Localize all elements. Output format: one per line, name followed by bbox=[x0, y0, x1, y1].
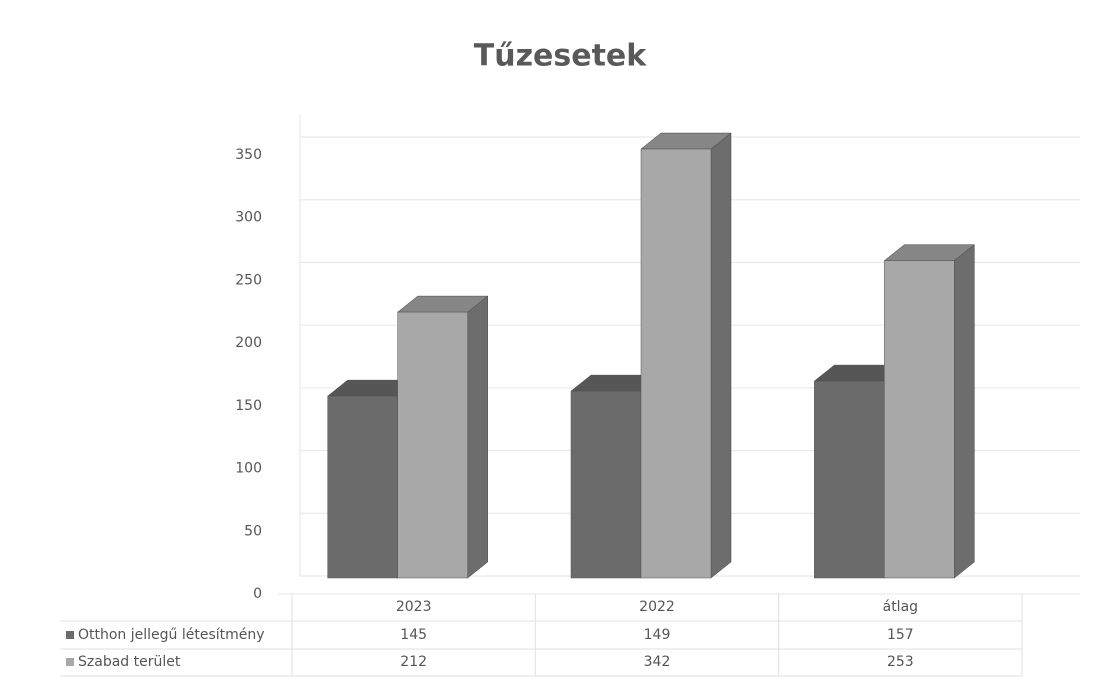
y-tick-label: 350 bbox=[235, 147, 262, 163]
bar-side bbox=[710, 132, 732, 579]
x-tick-label: átlag bbox=[883, 599, 918, 615]
bar-side bbox=[467, 295, 488, 579]
bar-front bbox=[640, 148, 712, 579]
bar bbox=[640, 132, 732, 579]
table-value: 149 bbox=[644, 627, 671, 643]
y-tick-label: 0 bbox=[253, 586, 262, 602]
y-tick-label: 50 bbox=[244, 523, 262, 539]
bar-front bbox=[814, 380, 885, 579]
y-tick-label: 100 bbox=[235, 461, 262, 477]
x-tick-label: 2022 bbox=[639, 599, 675, 615]
bar-front bbox=[327, 395, 398, 579]
legend-key bbox=[66, 658, 74, 666]
y-tick-label: 150 bbox=[235, 398, 262, 414]
chart-title: Tűzesetek bbox=[474, 39, 648, 74]
y-tick-label: 200 bbox=[235, 335, 262, 351]
x-tick-label: 2023 bbox=[396, 599, 432, 615]
y-tick-label: 300 bbox=[235, 210, 262, 226]
bar bbox=[396, 295, 489, 579]
legend-key bbox=[66, 631, 74, 639]
bar-front bbox=[397, 311, 468, 579]
legend-label: Szabad terület bbox=[78, 654, 181, 670]
bar-front bbox=[884, 260, 955, 579]
bar-side bbox=[954, 244, 975, 579]
table-value: 212 bbox=[400, 654, 427, 670]
bar-front bbox=[570, 390, 642, 579]
table-value: 342 bbox=[644, 654, 671, 670]
table-value: 145 bbox=[400, 627, 427, 643]
table-value: 253 bbox=[887, 654, 914, 670]
bar bbox=[883, 244, 976, 579]
legend-label: Otthon jellegű létesítmény bbox=[78, 627, 265, 643]
table-value: 157 bbox=[887, 627, 914, 643]
y-tick-label: 250 bbox=[235, 272, 262, 288]
